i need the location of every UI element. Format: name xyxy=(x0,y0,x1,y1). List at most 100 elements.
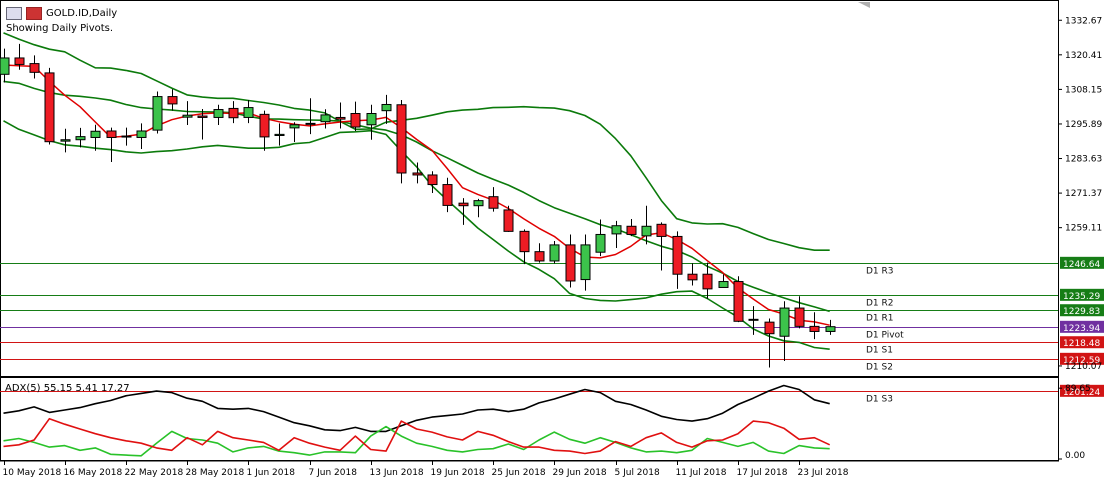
candle xyxy=(167,89,178,111)
candle xyxy=(182,101,193,126)
candle xyxy=(488,187,499,212)
candle-body xyxy=(672,235,683,275)
candle-body xyxy=(0,57,10,75)
date-tick-label: 5 Jul 2018 xyxy=(615,468,660,478)
price-tick-label: 1332.67 xyxy=(1065,16,1102,26)
candle xyxy=(366,104,377,140)
candle xyxy=(641,205,652,245)
candle xyxy=(794,296,805,329)
date-tick-label: 19 Jun 2018 xyxy=(431,468,485,478)
candle-body xyxy=(519,230,530,253)
candle xyxy=(106,127,117,162)
candle-body xyxy=(764,321,775,335)
date-tick-label: 11 Jul 2018 xyxy=(676,468,727,478)
pivot-label: D1 S1 xyxy=(866,346,893,356)
candle-body xyxy=(427,174,438,186)
price-tag-label: 1246.64 xyxy=(1063,260,1100,270)
candle xyxy=(381,94,392,124)
candle-body xyxy=(274,133,285,136)
candle-body xyxy=(412,172,423,176)
price-tick-label: 1308.15 xyxy=(1065,85,1102,95)
candle xyxy=(687,263,698,286)
price-tag-box xyxy=(1060,256,1104,269)
adx-tick-label: 0.00 xyxy=(1065,451,1085,461)
candle-body xyxy=(167,96,178,105)
candle xyxy=(121,127,132,146)
candle-body xyxy=(549,244,560,262)
adx-series-adx_minus xyxy=(3,417,831,455)
candle xyxy=(611,220,622,248)
candle xyxy=(809,312,820,340)
band-middle-line xyxy=(3,80,830,313)
candle xyxy=(90,124,101,151)
candle-body xyxy=(396,104,407,174)
candle xyxy=(243,99,254,124)
candle xyxy=(259,110,270,151)
price-tag-label: 1235.29 xyxy=(1063,292,1100,302)
candle-body xyxy=(718,281,729,288)
candle-body xyxy=(473,200,484,207)
price-tick-label: 1259.11 xyxy=(1065,224,1102,234)
price-tag-box xyxy=(1060,384,1104,397)
date-tick-label: 7 Jun 2018 xyxy=(309,468,358,478)
price-tick-label: 1320.41 xyxy=(1065,51,1102,61)
candle-body xyxy=(90,130,101,138)
price-tag-label: 1223.94 xyxy=(1063,324,1100,334)
candle-body xyxy=(488,196,499,209)
candle xyxy=(718,274,729,288)
candle-body xyxy=(565,244,576,282)
price-tag-box xyxy=(1060,320,1104,333)
adx-indicator: 89.65 0.00 xyxy=(3,384,1091,461)
candle-body xyxy=(503,209,514,232)
main-pane-border xyxy=(0,0,1059,377)
date-axis: 10 May 2018 16 May 2018 22 May 2018 28 May … xyxy=(3,461,849,478)
price-tag-label: 1212.59 xyxy=(1063,356,1100,366)
price-tag-box xyxy=(1060,352,1104,365)
date-tick-label: 25 Jun 2018 xyxy=(492,468,546,478)
pivot-label: D1 Pivot xyxy=(866,331,904,341)
price-tick-label: 1210.07 xyxy=(1065,362,1102,372)
candle xyxy=(228,101,239,124)
candle xyxy=(305,98,316,135)
pivot-label: D1 R3 xyxy=(866,267,894,277)
candle-body xyxy=(381,103,392,112)
candle-body xyxy=(733,281,744,322)
candle xyxy=(350,101,361,131)
pivots-note: Showing Daily Pivots. xyxy=(6,23,114,34)
candle xyxy=(442,177,453,213)
candle-body xyxy=(335,116,346,120)
price-tick-label: 1271.37 xyxy=(1065,189,1102,199)
candle-body xyxy=(60,139,71,142)
candle-body xyxy=(809,325,820,332)
chart-window-icon[interactable] xyxy=(6,7,22,20)
candle xyxy=(197,108,208,140)
candle xyxy=(320,109,331,129)
candle-body xyxy=(611,225,622,235)
candle xyxy=(152,91,163,134)
date-tick-label: 16 May 2018 xyxy=(64,468,123,478)
date-tick-label: 23 Jul 2018 xyxy=(798,468,849,478)
date-tick-label: 22 May 2018 xyxy=(125,468,184,478)
candle-body xyxy=(197,115,208,118)
candle-body xyxy=(656,223,667,237)
candle-body xyxy=(794,307,805,327)
candle xyxy=(733,276,744,323)
price-tag-box xyxy=(1060,288,1104,301)
candle xyxy=(779,301,790,362)
scroll-handle[interactable] xyxy=(858,2,870,8)
candle xyxy=(75,127,86,148)
date-tick-label: 1 Jun 2018 xyxy=(247,468,296,478)
candle-body xyxy=(825,326,836,332)
candle xyxy=(702,262,713,299)
candle xyxy=(580,234,591,291)
chart-shift-marker-icon[interactable] xyxy=(858,2,870,8)
candle-body xyxy=(243,107,254,118)
candle-body xyxy=(136,130,147,138)
timeframe-icon[interactable] xyxy=(26,7,42,20)
candle-body xyxy=(779,307,790,337)
candle xyxy=(565,234,576,288)
pivot-label: D1 R1 xyxy=(866,314,894,324)
candle xyxy=(274,123,285,146)
pivot-label: D1 S2 xyxy=(866,363,893,373)
